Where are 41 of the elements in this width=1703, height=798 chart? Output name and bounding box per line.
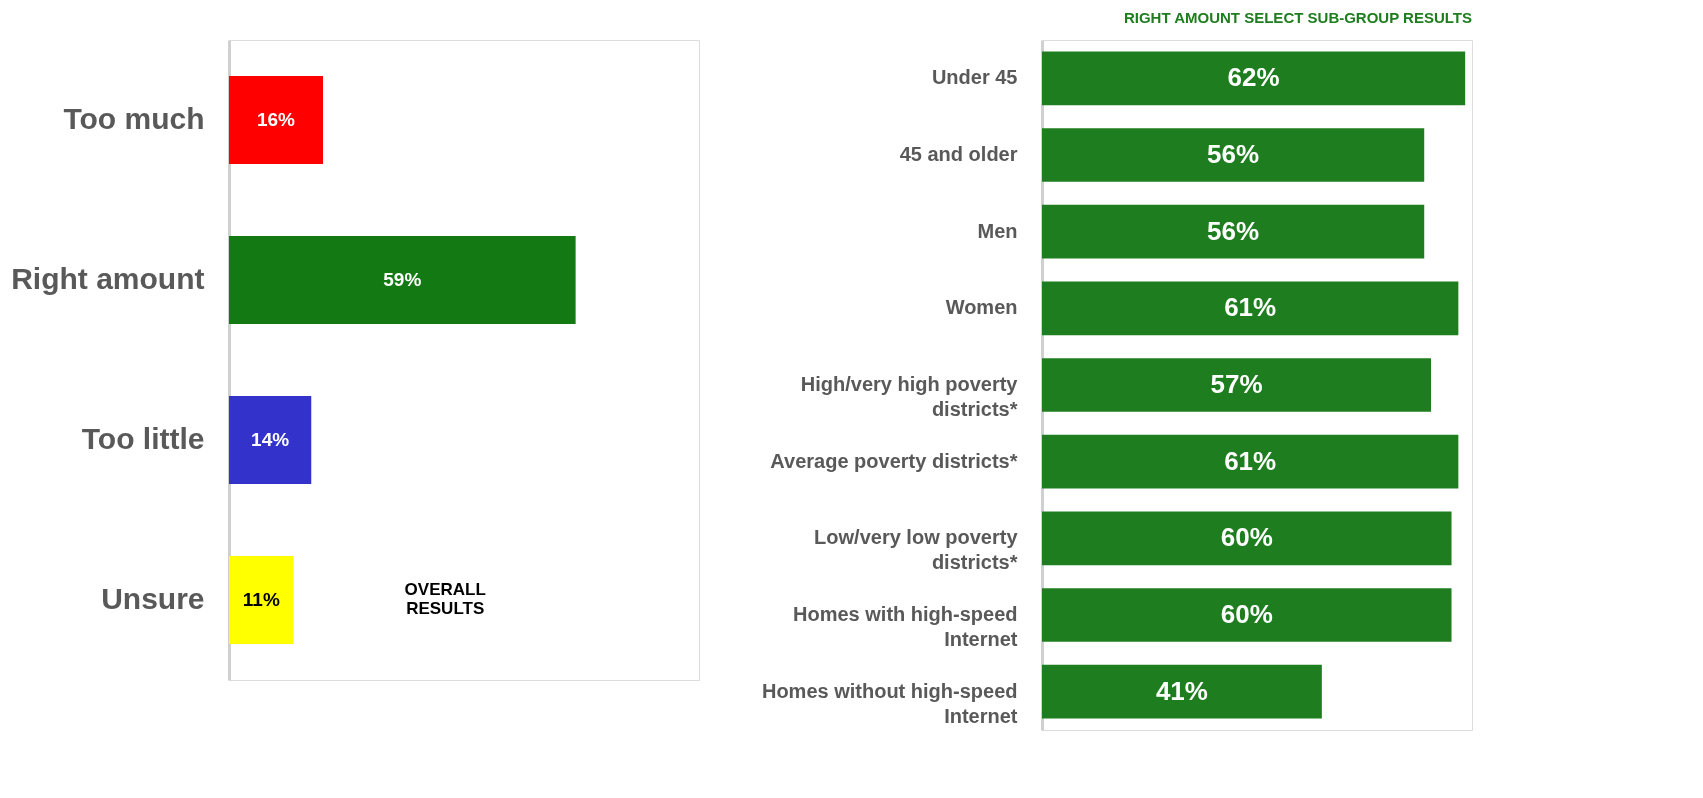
y-tick-label: Average poverty districts* <box>770 449 1018 472</box>
annotation: OVERALL RESULTS <box>404 580 486 619</box>
y-tick-label: Women <box>945 296 1018 319</box>
bar <box>1042 128 1425 182</box>
bar <box>1042 358 1432 412</box>
bar <box>229 236 576 324</box>
bar <box>1042 281 1459 336</box>
y-tick-label: Men <box>977 219 1018 242</box>
data-label: 16% <box>256 109 296 130</box>
y-tick-label: 45 and older <box>899 143 1018 165</box>
bar <box>1042 51 1466 106</box>
data-label: 60% <box>1220 522 1273 553</box>
y-tick-label: Low/very low poverty districts* <box>814 526 1019 574</box>
y-tick-label: Under 45 <box>931 66 1018 89</box>
data-label: 61% <box>1224 445 1277 476</box>
y-tick-label: Homes without high-speed Internet <box>761 679 1018 727</box>
data-label: 60% <box>1220 599 1273 629</box>
data-label: 59% <box>383 269 422 290</box>
data-label: 41% <box>1155 675 1208 706</box>
data-label: 56% <box>1207 139 1260 169</box>
bar <box>1042 511 1452 566</box>
data-label: 57% <box>1210 369 1263 399</box>
y-tick-label: Unsure <box>101 582 205 615</box>
chart-title: RIGHT AMOUNT SELECT SUB-GROUP RESULTS <box>1123 9 1472 26</box>
bar <box>229 396 312 484</box>
y-tick-label: Too much <box>63 102 205 135</box>
bar <box>1042 434 1459 489</box>
data-label: 11% <box>242 589 280 610</box>
bar <box>1042 664 1322 719</box>
y-tick-label: High/very high poverty districts* <box>800 373 1019 420</box>
data-label: 14% <box>251 429 290 450</box>
data-label: 56% <box>1207 215 1260 246</box>
bar <box>229 556 294 644</box>
y-tick-label: Homes with high-speed Internet <box>793 603 1018 650</box>
y-tick-label: Too little <box>81 422 205 455</box>
data-label: 62% <box>1227 62 1280 93</box>
bar <box>1042 588 1452 642</box>
bar <box>1042 204 1425 259</box>
data-label: 61% <box>1224 292 1277 323</box>
y-tick-label: Right amount <box>11 262 205 295</box>
bar <box>229 76 323 164</box>
